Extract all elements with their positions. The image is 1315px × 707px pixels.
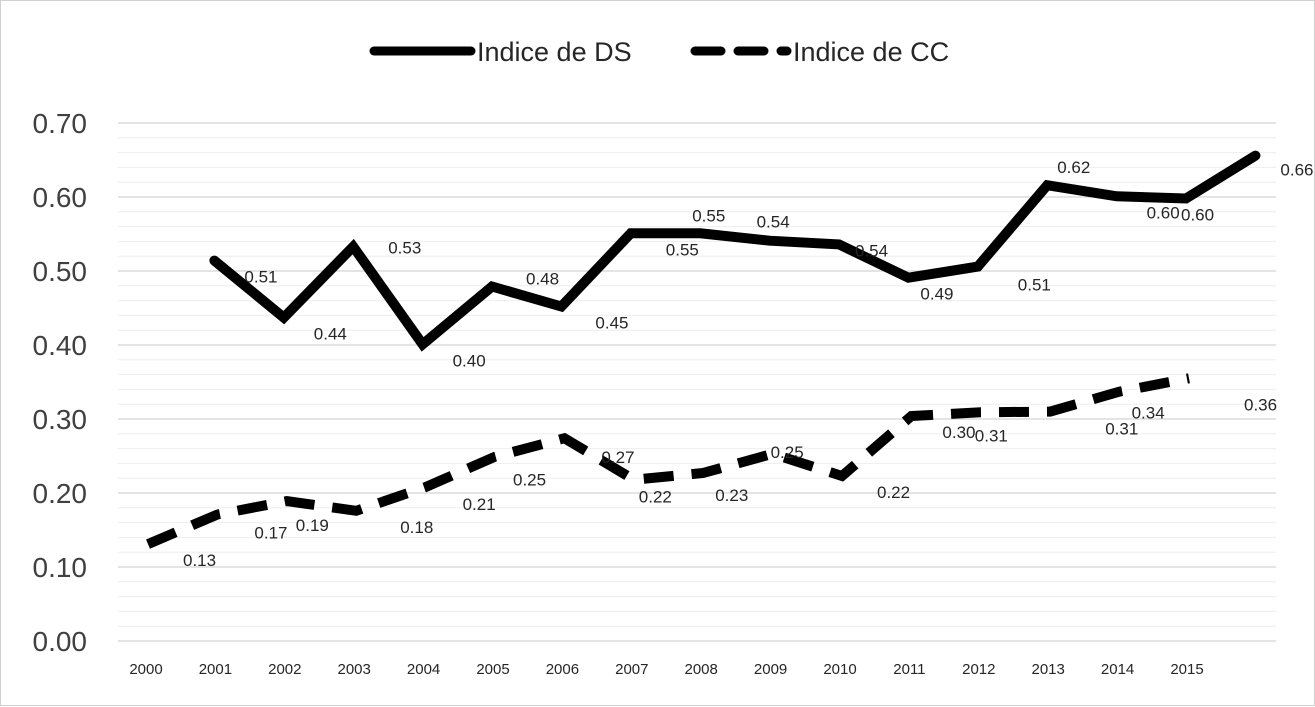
data-label-ds: 0.44 (314, 325, 347, 344)
data-label-ds: 0.54 (855, 241, 888, 260)
x-tick-label: 2005 (476, 661, 509, 678)
x-tick-label: 2009 (754, 661, 787, 678)
y-tick-label: 0.20 (33, 478, 88, 509)
data-label-cc: 0.23 (715, 486, 748, 505)
data-label-ds: 0.60 (1181, 205, 1214, 224)
data-label-cc: 0.31 (975, 426, 1008, 445)
data-labels: 0.51 0.44 0.53 0.40 0.48 0.45 0.55 0.55 0.54 0.54… (183, 158, 1313, 570)
y-tick-label: 0.50 (33, 256, 88, 287)
data-label-ds: 0.54 (757, 213, 790, 232)
data-label-ds: 0.55 (692, 206, 725, 225)
data-label-cc: 0.36 (1244, 395, 1277, 414)
data-label-cc: 0.25 (771, 443, 804, 462)
legend-entry-cc: Indice de CC (690, 37, 949, 67)
data-label-cc: 0.13 (183, 551, 216, 570)
data-label-cc: 0.34 (1132, 404, 1165, 423)
data-label-cc: 0.18 (400, 518, 433, 537)
legend-label-ds: Indice de DS (477, 37, 632, 67)
data-label-ds: 0.45 (595, 314, 628, 333)
series-line-indice-cc (146, 373, 1190, 549)
data-label-cc: 0.17 (254, 523, 287, 542)
data-label-ds: 0.53 (388, 239, 421, 258)
data-label-cc: 0.31 (1105, 420, 1138, 439)
x-tick-label: 2010 (823, 661, 856, 678)
y-tick-label: 0.40 (33, 330, 88, 361)
x-tick-label: 2012 (962, 661, 995, 678)
data-label-cc: 0.27 (601, 448, 634, 467)
x-tick-label: 2015 (1170, 661, 1203, 678)
y-tick-label: 0.30 (33, 404, 88, 435)
x-tick-label: 2013 (1032, 661, 1065, 678)
data-label-ds: 0.48 (526, 270, 559, 289)
y-axis-tick-labels: 0.00 0.10 0.20 0.30 0.40 0.50 0.60 0.70 (33, 108, 88, 657)
x-tick-label: 2014 (1101, 661, 1134, 678)
legend-entry-ds: Indice de DS (369, 37, 632, 67)
data-label-ds: 0.55 (666, 240, 699, 259)
x-tick-label: 2006 (546, 661, 579, 678)
data-label-ds: 0.66 (1280, 161, 1313, 180)
data-label-cc: 0.30 (942, 423, 975, 442)
legend: Indice de DS Indice de CC (369, 37, 949, 67)
legend-label-cc: Indice de CC (793, 37, 949, 67)
x-axis-tick-labels: 2000 2001 2002 2003 2004 2005 2006 2007 2008 2009… (129, 661, 1203, 678)
y-tick-label: 0.70 (33, 108, 88, 139)
x-tick-label: 2007 (615, 661, 648, 678)
x-tick-label: 2002 (268, 661, 301, 678)
data-label-ds: 0.49 (920, 285, 953, 304)
x-tick-label: 2001 (199, 661, 232, 678)
data-label-ds: 0.51 (1018, 276, 1051, 295)
y-tick-label: 0.10 (33, 552, 88, 583)
series-lines (146, 150, 1261, 549)
series-line-indice-ds (209, 150, 1261, 352)
x-tick-label: 2003 (338, 661, 371, 678)
minor-gridlines (118, 137, 1276, 627)
x-tick-label: 2004 (407, 661, 440, 678)
data-label-ds: 0.62 (1057, 158, 1090, 177)
data-label-cc: 0.22 (877, 483, 910, 502)
data-label-cc: 0.21 (463, 495, 496, 514)
major-gridlines (118, 122, 1276, 642)
data-label-ds: 0.40 (453, 351, 486, 370)
data-label-ds: 0.60 (1147, 203, 1180, 222)
y-tick-label: 0.00 (33, 626, 88, 657)
x-tick-label: 2008 (685, 661, 718, 678)
data-label-cc: 0.22 (639, 488, 672, 507)
x-tick-label: 2011 (893, 661, 925, 678)
data-label-ds: 0.51 (244, 268, 277, 287)
data-label-cc: 0.25 (513, 471, 546, 490)
x-tick-label: 2000 (129, 661, 162, 678)
y-tick-label: 0.60 (33, 182, 88, 213)
data-label-cc: 0.19 (296, 516, 329, 535)
